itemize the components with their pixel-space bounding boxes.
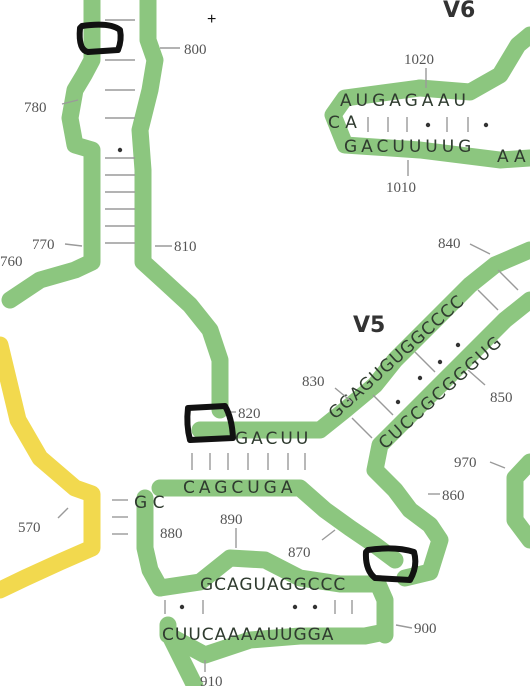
base-pair-bonds xyxy=(105,19,519,614)
label-1010: 1010 xyxy=(386,180,416,196)
label-760: 760 xyxy=(0,254,23,270)
label-850: 850 xyxy=(490,390,513,406)
label-900: 900 xyxy=(414,621,437,637)
label-970: 970 xyxy=(454,455,477,471)
label-910: 910 xyxy=(200,674,223,686)
marker-circle-top xyxy=(76,21,124,55)
seq-stem820-bottom: CAGCUGA xyxy=(183,478,297,498)
wobble-dots xyxy=(117,122,489,610)
yellow-backbone xyxy=(0,336,101,599)
label-570: 570 xyxy=(18,520,41,536)
region-label-v6: V6 xyxy=(443,0,475,23)
plus-mark: + xyxy=(207,11,216,28)
label-780: 780 xyxy=(24,100,47,116)
seq-lower-890: GCAGUAGGCCC xyxy=(200,575,346,595)
label-1020: 1020 xyxy=(404,52,434,68)
label-860: 860 xyxy=(442,488,465,504)
position-labels: 800 780 770 760 810 820 830 840 850 860 … xyxy=(0,42,513,686)
seq-lower-900: CUUCAAAAUUGGA xyxy=(162,625,334,645)
marker-circle-860 xyxy=(362,545,419,583)
label-830: 830 xyxy=(302,374,325,390)
label-890: 890 xyxy=(220,512,243,528)
label-880: 880 xyxy=(160,526,183,542)
seq-v6-top: AUGAGAAU xyxy=(340,91,470,111)
label-800: 800 xyxy=(184,42,207,58)
marker-circle-820 xyxy=(184,403,236,443)
label-770: 770 xyxy=(32,237,55,253)
seq-v6-bottom: GACUUUUG xyxy=(344,137,475,157)
region-label-v5: V5 xyxy=(353,313,385,338)
seq-v6-loop-left: C A xyxy=(328,113,357,133)
seq-v6-tail: A A xyxy=(497,147,526,167)
label-870: 870 xyxy=(288,545,311,561)
label-820: 820 xyxy=(238,406,261,422)
label-840: 840 xyxy=(438,236,461,252)
label-810: 810 xyxy=(174,239,197,255)
seq-left-junction: G C xyxy=(134,493,164,513)
marker-circles xyxy=(76,21,419,583)
seq-stem820-top: GACUU xyxy=(235,429,311,449)
